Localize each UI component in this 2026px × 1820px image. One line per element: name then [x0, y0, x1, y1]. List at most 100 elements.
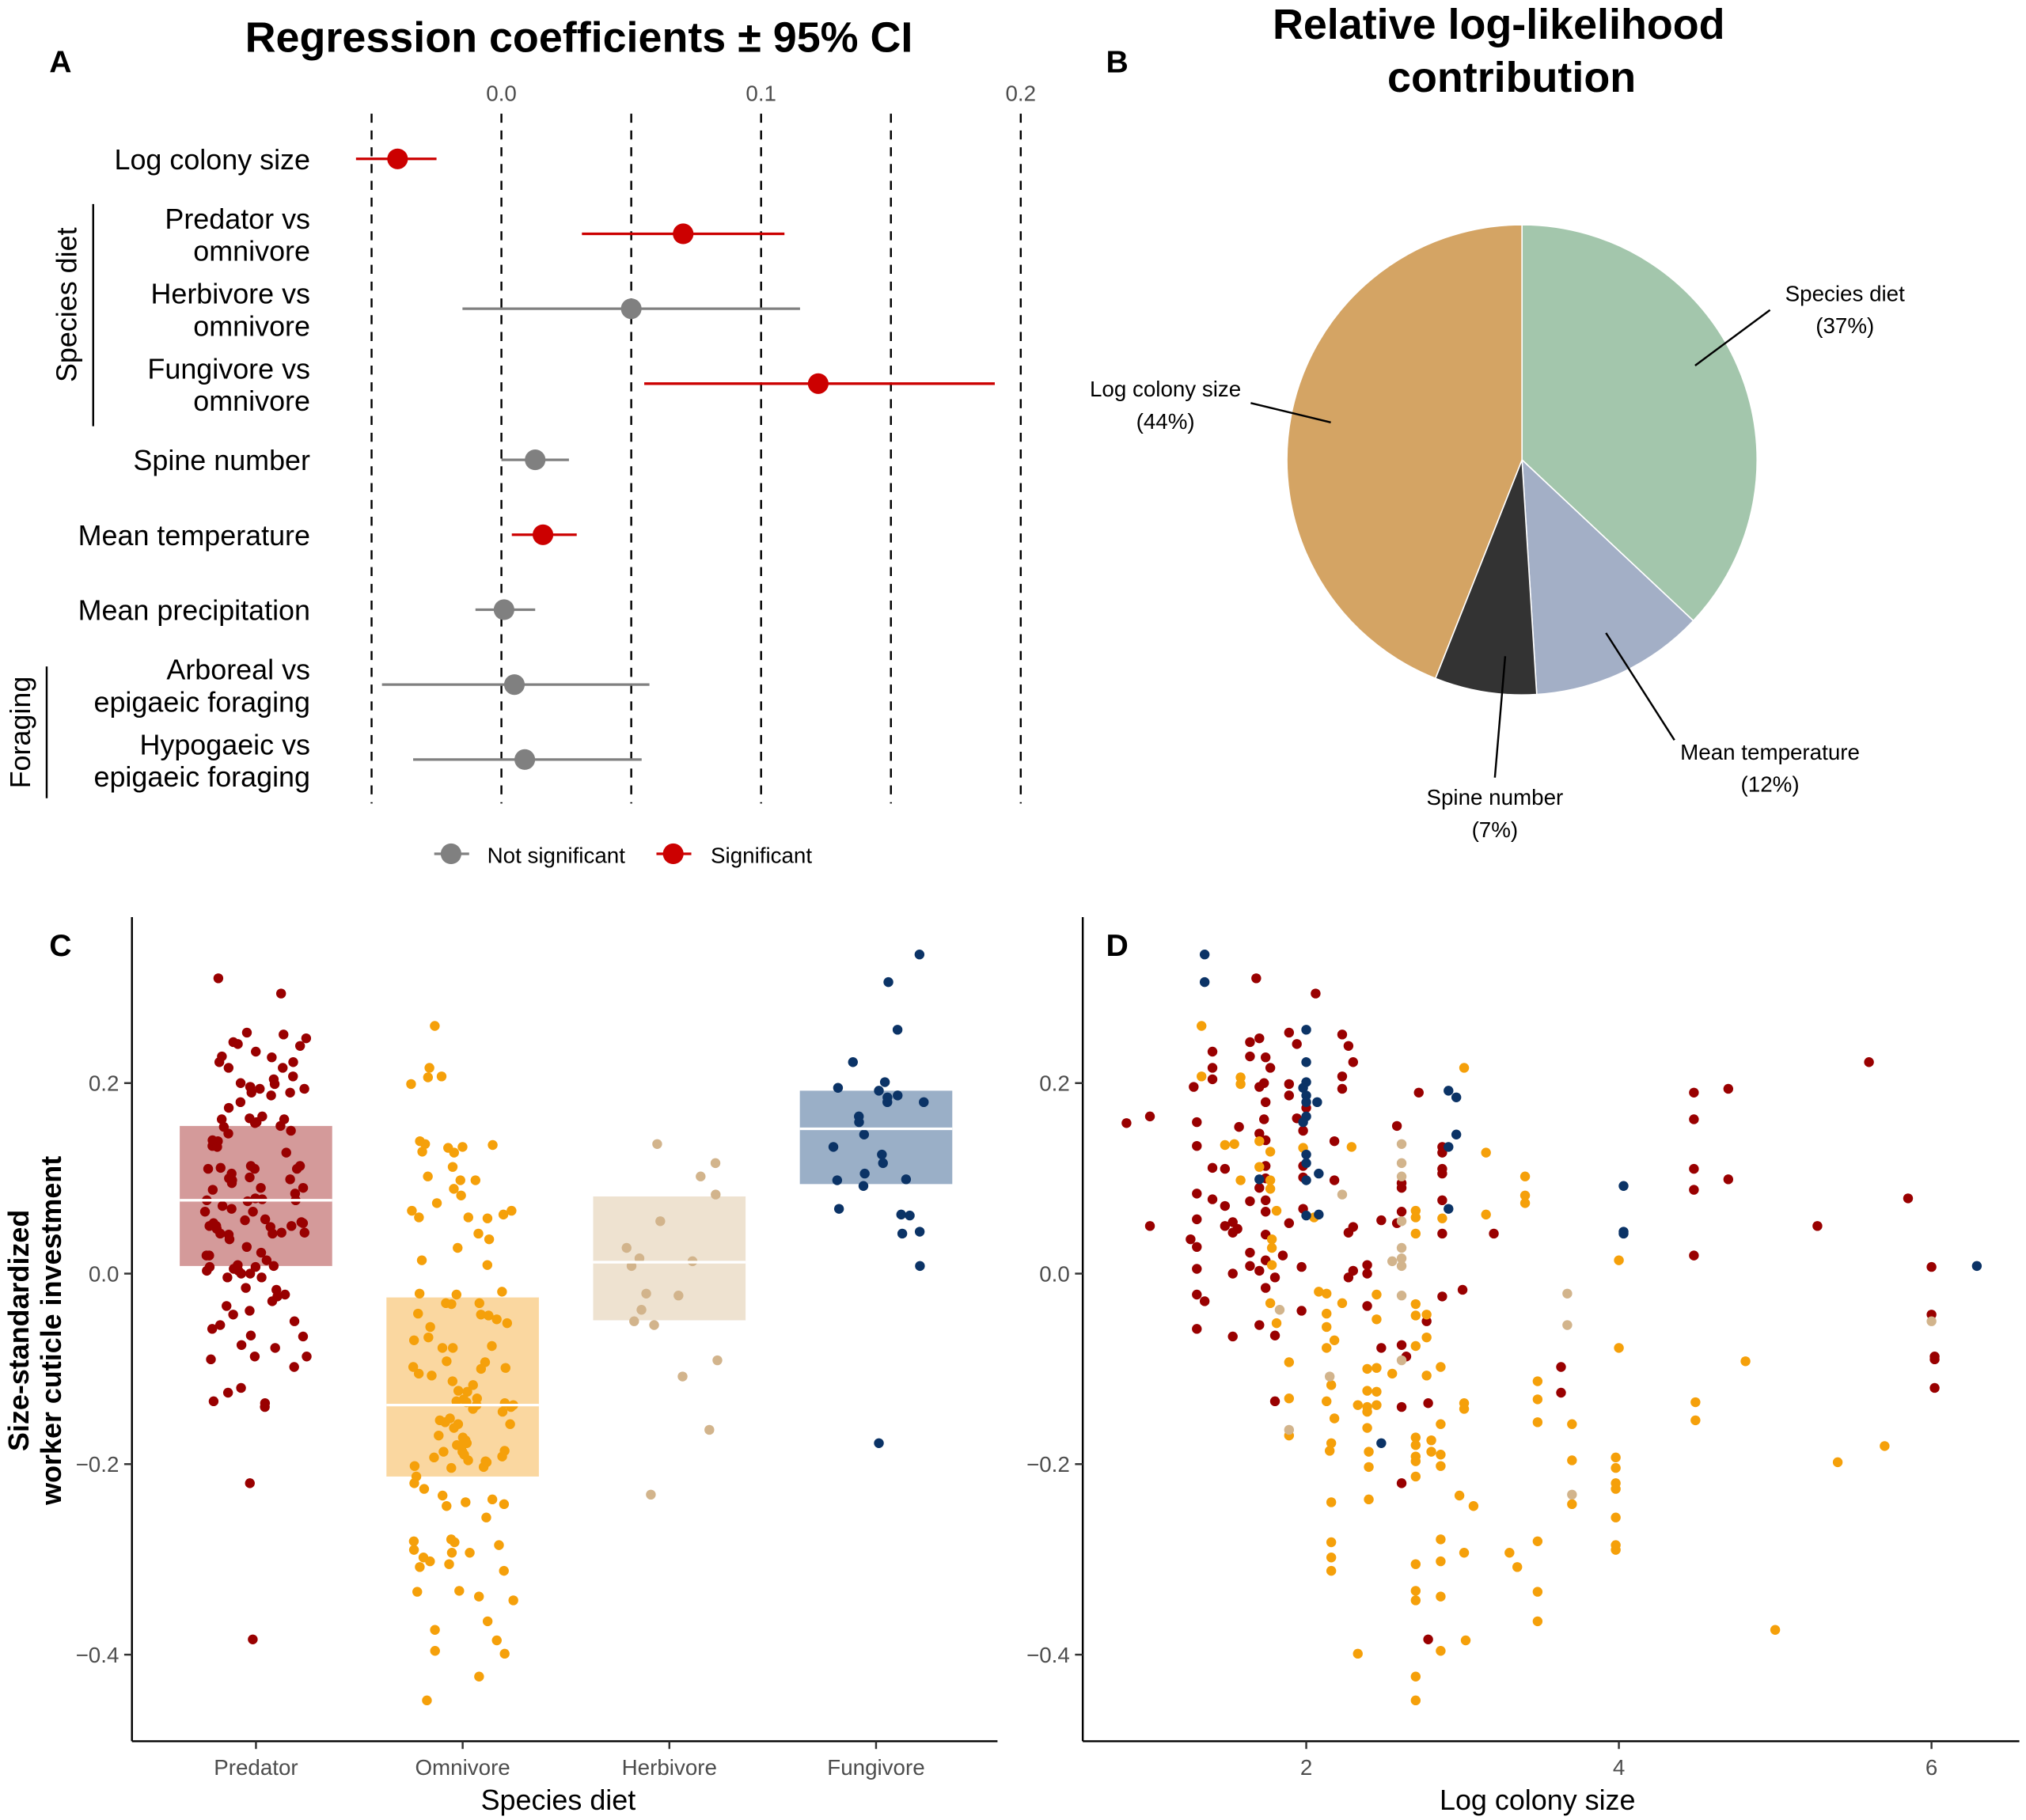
data-point-predator [1296, 1306, 1307, 1316]
data-point-predator [241, 1283, 251, 1293]
data-point-omnivore [1611, 1545, 1621, 1555]
data-point-omnivore [1611, 1512, 1621, 1522]
data-point-predator [1296, 1261, 1307, 1272]
data-point-predator [208, 1396, 219, 1407]
data-point-omnivore [457, 1441, 467, 1451]
data-point-omnivore [1364, 1494, 1374, 1505]
data-point-herbivore [641, 1288, 651, 1299]
data-point-predator [1864, 1057, 1874, 1067]
mean-band [593, 1196, 746, 1321]
row-label: Mean temperature [78, 519, 310, 552]
data-point-predator [1144, 1221, 1155, 1231]
panel-b-title-line2: contribution [1387, 54, 1636, 101]
data-point-predator [1259, 1078, 1269, 1088]
data-point-omnivore [1322, 1308, 1332, 1319]
data-point-fungivore [893, 1090, 903, 1101]
data-point-omnivore [447, 1343, 458, 1353]
data-point-predator [1396, 1182, 1407, 1193]
data-point-omnivore [473, 1228, 484, 1239]
data-point-predator [1812, 1221, 1823, 1231]
data-point-omnivore [451, 1289, 462, 1300]
data-point-omnivore [1690, 1415, 1701, 1426]
data-point-omnivore [1235, 1175, 1246, 1185]
row-label: Herbivore vs [150, 278, 310, 310]
data-point-predator [299, 1083, 309, 1094]
y-tick-label: −0.2 [1026, 1452, 1070, 1477]
data-point-omnivore [468, 1404, 478, 1414]
data-point-omnivore [1410, 1456, 1421, 1466]
data-point-omnivore [1436, 1591, 1446, 1602]
y-tick-label: −0.4 [76, 1643, 120, 1667]
panel-c-x-label: Species diet [481, 1784, 636, 1816]
data-point-predator [1489, 1228, 1499, 1239]
data-point-omnivore [484, 1234, 495, 1245]
data-point-predator [1232, 1223, 1243, 1234]
data-point-predator [1192, 1189, 1202, 1199]
data-point-predator [1265, 1063, 1276, 1073]
data-point-herbivore [1396, 1216, 1407, 1227]
data-point-predator [1269, 1330, 1280, 1340]
data-point-predator [207, 1185, 218, 1195]
data-point-omnivore [1512, 1562, 1523, 1572]
data-point-omnivore [465, 1548, 475, 1558]
data-point-predator [236, 1268, 247, 1279]
data-point-omnivore [1614, 1343, 1624, 1353]
data-point-omnivore [1611, 1462, 1621, 1473]
coefficient-point [620, 298, 642, 320]
data-point-herbivore [1396, 1171, 1407, 1181]
data-point-omnivore [412, 1587, 423, 1597]
x-tick-label: 0.0 [486, 81, 517, 105]
data-point-fungivore [1254, 1174, 1265, 1185]
data-point-omnivore [1567, 1455, 1577, 1465]
data-point-omnivore [1611, 1484, 1621, 1494]
data-point-omnivore [506, 1205, 517, 1216]
data-point-omnivore [453, 1419, 464, 1429]
data-point-omnivore [1421, 1371, 1432, 1381]
coefficient-point [807, 373, 829, 394]
data-point-omnivore [409, 1478, 419, 1488]
data-point-predator [1192, 1264, 1202, 1274]
data-point-omnivore [1421, 1310, 1432, 1320]
data-point-predator [298, 1218, 309, 1228]
data-point-omnivore [430, 1625, 440, 1635]
data-point-predator [235, 1078, 246, 1088]
data-point-predator [1245, 1247, 1255, 1258]
data-point-herbivore [710, 1158, 721, 1169]
data-point-omnivore [481, 1457, 492, 1468]
data-point-omnivore [424, 1063, 434, 1073]
data-point-herbivore [696, 1171, 706, 1181]
data-point-omnivore [1322, 1343, 1332, 1353]
data-point-herbivore [652, 1139, 662, 1149]
data-point-predator [245, 1478, 255, 1488]
data-point-omnivore [497, 1287, 507, 1297]
data-point-predator [207, 1324, 218, 1334]
data-point-fungivore [1301, 1175, 1311, 1185]
legend-label: Significant [711, 843, 812, 867]
data-point-predator [1457, 1284, 1468, 1295]
data-point-predator [215, 1162, 226, 1174]
data-point-fungivore [914, 950, 925, 960]
data-point-herbivore [1337, 1189, 1348, 1200]
data-point-fungivore [1298, 1083, 1308, 1093]
data-point-omnivore [499, 1499, 510, 1510]
x-tick-label: 0.2 [1006, 81, 1037, 105]
pie-slice [1286, 224, 1523, 680]
data-point-omnivore [1880, 1441, 1890, 1451]
data-point-omnivore [462, 1386, 472, 1397]
data-point-omnivore [468, 1380, 478, 1390]
data-point-omnivore [446, 1534, 457, 1545]
data-point-fungivore [1451, 1129, 1462, 1139]
data-point-predator [1284, 1079, 1295, 1090]
x-tick-label: 6 [1925, 1755, 1937, 1780]
data-point-herbivore [1396, 1242, 1407, 1253]
data-point-omnivore [415, 1136, 425, 1147]
data-point-omnivore [1532, 1587, 1543, 1597]
data-point-herbivore [1284, 1424, 1295, 1435]
data-point-omnivore [1284, 1357, 1295, 1367]
data-point-omnivore [482, 1260, 493, 1270]
data-point-predator [1329, 1175, 1340, 1185]
data-point-fungivore [833, 1204, 844, 1214]
data-point-predator [1207, 1162, 1218, 1174]
data-point-omnivore [482, 1213, 493, 1223]
